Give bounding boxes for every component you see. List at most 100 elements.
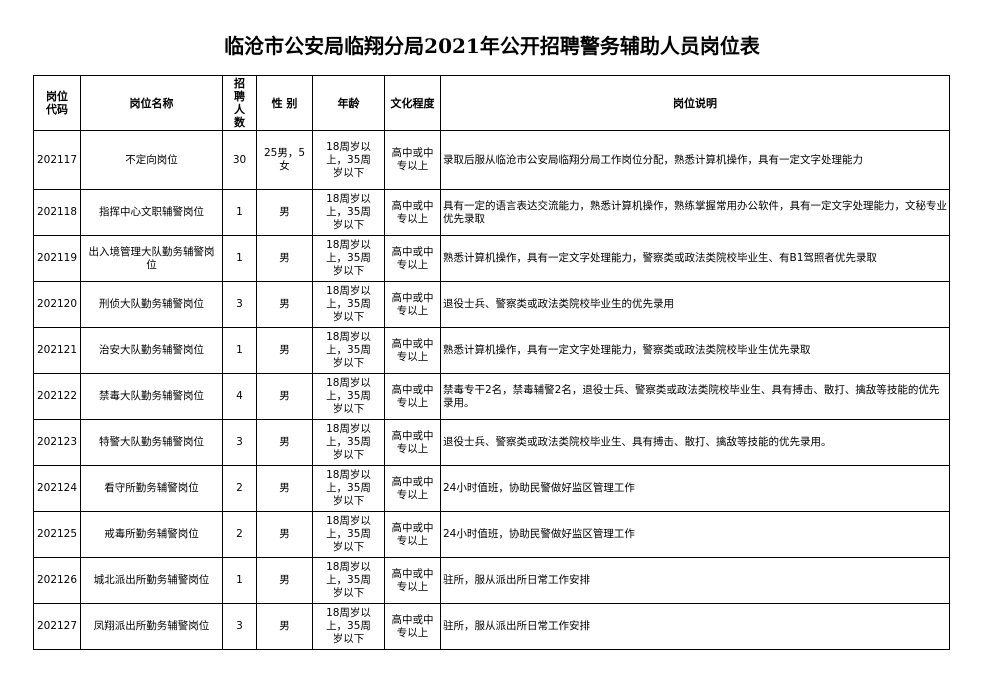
table-cell: 男 (256, 327, 313, 374)
column-header: 文化程度 (384, 75, 441, 131)
position-table: 岗位代码 岗位名称 招聘人数性 别年龄 文化程度 岗位说明 202117 不定向岗位 30 2… (33, 75, 950, 650)
table-cell: 高中或中专以上 (384, 327, 441, 374)
table-row: 202120 刑侦大队勤务辅警岗位 3 男 18周岁以上，35周岁以下 高中或中专以上 退役… (33, 281, 950, 328)
table-cell: 24小时值班，协助民警做好监区管理工作 (440, 465, 950, 512)
table-cell: 男 (256, 419, 313, 466)
header-row: 岗位代码 岗位名称 招聘人数性 别年龄 文化程度 岗位说明 (33, 75, 950, 131)
table-cell: 3 (222, 603, 257, 650)
table-cell: 高中或中专以上 (384, 373, 441, 420)
table-cell: 30 (222, 130, 257, 190)
table-cell: 高中或中专以上 (384, 419, 441, 466)
table-cell: 特警大队勤务辅警岗位 (80, 419, 223, 466)
table-cell: 202120 (33, 281, 81, 328)
table-cell: 男 (256, 281, 313, 328)
table-cell: 18周岁以上，35周岁以下 (312, 130, 385, 190)
table-cell: 熟悉计算机操作，具有一定文字处理能力，警察类或政法类院校毕业生优先录取 (440, 327, 950, 374)
table-cell: 禁毒专干2名，禁毒辅警2名，退役士兵、警察类或政法类院校毕业生、具有搏击、散打、… (440, 373, 950, 420)
table-row: 202125 戒毒所勤务辅警岗位 2 男 18周岁以上，35周岁以下 高中或中专以上 24小… (33, 511, 950, 558)
table-cell: 3 (222, 419, 257, 466)
table-cell: 高中或中专以上 (384, 281, 441, 328)
table-cell: 具有一定的语言表达交流能力，熟悉计算机操作，熟练掌握常用办公软件，具有一定文字处… (440, 189, 950, 236)
table-cell: 男 (256, 373, 313, 420)
table-cell: 18周岁以上，35周岁以下 (312, 465, 385, 512)
table-cell: 18周岁以上，35周岁以下 (312, 511, 385, 558)
table-cell: 202125 (33, 511, 81, 558)
table-cell: 高中或中专以上 (384, 557, 441, 604)
table-cell: 18周岁以上，35周岁以下 (312, 327, 385, 374)
table-cell: 18周岁以上，35周岁以下 (312, 419, 385, 466)
table-cell: 202123 (33, 419, 81, 466)
table-cell: 高中或中专以上 (384, 511, 441, 558)
column-header: 年龄 (312, 75, 385, 131)
table-cell: 18周岁以上，35周岁以下 (312, 373, 385, 420)
column-header: 岗位说明 (440, 75, 950, 131)
table-cell: 指挥中心文职辅警岗位 (80, 189, 223, 236)
table-cell: 2 (222, 465, 257, 512)
table-cell: 凤翔派出所勤务辅警岗位 (80, 603, 223, 650)
table-cell: 退役士兵、警察类或政法类院校毕业生、具有搏击、散打、擒敌等技能的优先录用。 (440, 419, 950, 466)
table-cell: 男 (256, 603, 313, 650)
table-cell: 18周岁以上，35周岁以下 (312, 557, 385, 604)
table-cell: 18周岁以上，35周岁以下 (312, 603, 385, 650)
table-row: 202123 特警大队勤务辅警岗位 3 男 18周岁以上，35周岁以下 高中或中专以上 退役… (33, 419, 950, 466)
table-cell: 男 (256, 465, 313, 512)
table-cell: 18周岁以上，35周岁以下 (312, 235, 385, 282)
table-cell: 202121 (33, 327, 81, 374)
table-cell: 18周岁以上，35周岁以下 (312, 281, 385, 328)
table-cell: 录取后服从临沧市公安局临翔分局工作岗位分配，熟悉计算机操作，具有一定文字处理能力 (440, 130, 950, 190)
table-cell: 驻所，服从派出所日常工作安排 (440, 557, 950, 604)
table-cell: 驻所，服从派出所日常工作安排 (440, 603, 950, 650)
table-cell: 高中或中专以上 (384, 235, 441, 282)
table-cell: 不定向岗位 (80, 130, 223, 190)
table-cell: 刑侦大队勤务辅警岗位 (80, 281, 223, 328)
table-cell: 202124 (33, 465, 81, 512)
table-cell: 治安大队勤务辅警岗位 (80, 327, 223, 374)
table-cell: 城北派出所勤务辅警岗位 (80, 557, 223, 604)
table-cell: 高中或中专以上 (384, 189, 441, 236)
table-row: 202124 看守所勤务辅警岗位 2 男 18周岁以上，35周岁以下 高中或中专以上 24小… (33, 465, 950, 512)
table-cell: 1 (222, 327, 257, 374)
table-cell: 男 (256, 557, 313, 604)
table-cell: 3 (222, 281, 257, 328)
table-cell: 18周岁以上，35周岁以下 (312, 189, 385, 236)
table-cell: 禁毒大队勤务辅警岗位 (80, 373, 223, 420)
table-cell: 2 (222, 511, 257, 558)
table-cell: 男 (256, 235, 313, 282)
table-cell: 男 (256, 511, 313, 558)
column-header: 招聘人数 (222, 75, 257, 131)
table-body: 202117 不定向岗位 30 25男，5女 18周岁以上，35周岁以下 高中或中专以上录… (33, 130, 950, 650)
table-cell: 202118 (33, 189, 81, 236)
table-cell: 202126 (33, 557, 81, 604)
table-row: 202118 指挥中心文职辅警岗位 1 男 18周岁以上，35周岁以下 高中或中专以上 具有… (33, 189, 950, 236)
table-cell: 男 (256, 189, 313, 236)
table-cell: 看守所勤务辅警岗位 (80, 465, 223, 512)
table-cell: 202119 (33, 235, 81, 282)
table-cell: 4 (222, 373, 257, 420)
table-cell: 24小时值班，协助民警做好监区管理工作 (440, 511, 950, 558)
table-row: 202127 凤翔派出所勤务辅警岗位 3 男 18周岁以上，35周岁以下 高中或中专以上驻… (33, 603, 950, 650)
table-cell: 1 (222, 189, 257, 236)
table-cell: 熟悉计算机操作，具有一定文字处理能力，警察类或政法类院校毕业生、有B1驾照者优先… (440, 235, 950, 282)
table-cell: 高中或中专以上 (384, 130, 441, 190)
table-cell: 高中或中专以上 (384, 603, 441, 650)
table-row: 202122 禁毒大队勤务辅警岗位 4 男 18周岁以上，35周岁以下 高中或中专以上 禁毒… (33, 373, 950, 420)
table-cell: 25男，5女 (256, 130, 313, 190)
table-cell: 202127 (33, 603, 81, 650)
table-row: 202126 城北派出所勤务辅警岗位 1 男 18周岁以上，35周岁以下 高中或中专以上驻… (33, 557, 950, 604)
document-title: 临沧市公安局临翔分局2021年公开招聘警务辅助人员岗位表 (224, 34, 760, 58)
table-head: 岗位代码 岗位名称 招聘人数性 别年龄 文化程度 岗位说明 (33, 75, 950, 131)
table-cell: 出入境管理大队勤务辅警岗位 (80, 235, 223, 282)
table-cell: 戒毒所勤务辅警岗位 (80, 511, 223, 558)
table-row: 202119 出入境管理大队勤务辅警岗位 1 男 18周岁以上，35周岁以下 高中或中专以… (33, 235, 950, 282)
table-cell: 高中或中专以上 (384, 465, 441, 512)
column-header: 性 别 (256, 75, 313, 131)
table-cell: 202122 (33, 373, 81, 420)
column-header: 岗位名称 (80, 75, 223, 131)
table-cell: 1 (222, 235, 257, 282)
table-row: 202121 治安大队勤务辅警岗位 1 男 18周岁以上，35周岁以下 高中或中专以上 熟悉… (33, 327, 950, 374)
table-cell: 退役士兵、警察类或政法类院校毕业生的优先录用 (440, 281, 950, 328)
table-cell: 202117 (33, 130, 81, 190)
table-cell: 1 (222, 557, 257, 604)
